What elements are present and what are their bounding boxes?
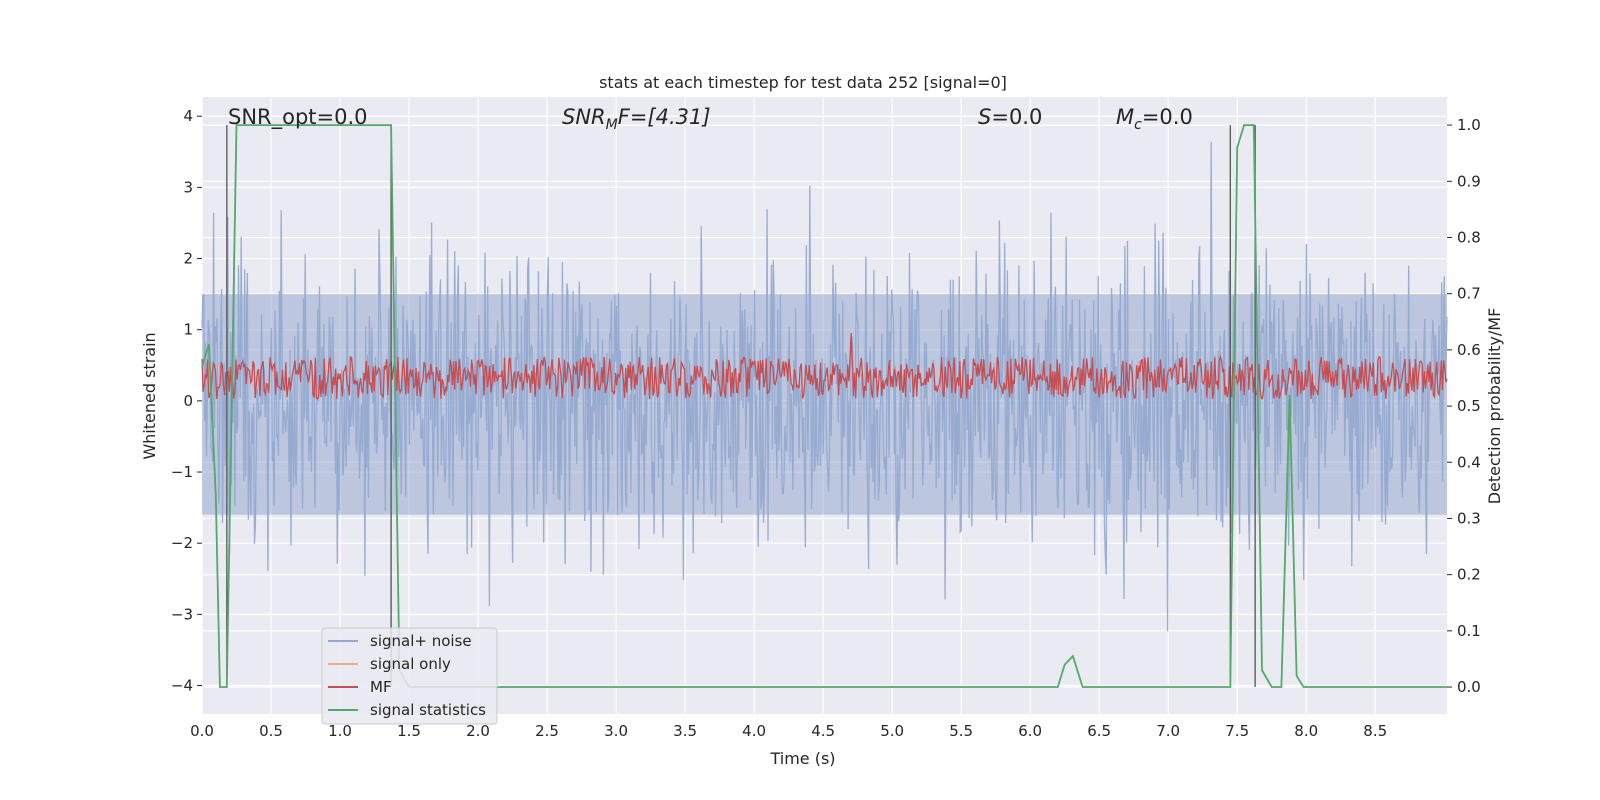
x-tick-label: 7.0 xyxy=(1156,722,1180,740)
x-tick-label: 0.0 xyxy=(190,722,214,740)
y-axis-label-left: Whitened strain xyxy=(140,332,159,459)
series-signal-statistics xyxy=(201,124,1447,688)
y-tick-label-right: 0.3 xyxy=(1457,509,1481,527)
series-line-signal-statistics xyxy=(201,124,1447,688)
legend-label-signal-statistics: signal statistics xyxy=(370,701,486,719)
x-tick-label: 3.0 xyxy=(604,722,628,740)
x-tick-label: 6.5 xyxy=(1087,722,1111,740)
x-tick-label: 1.0 xyxy=(328,722,352,740)
annotation-snr-opt: SNR_opt=0.0 xyxy=(228,105,368,130)
series-line-mf xyxy=(201,332,1448,400)
annotation-s-rest: =0.0 xyxy=(991,105,1042,129)
x-tick-label: 7.5 xyxy=(1225,722,1249,740)
y-tick-label-right: 0.9 xyxy=(1457,172,1481,190)
y-tick-label-right: 0.5 xyxy=(1457,397,1481,415)
y-tick-label-right: 1.0 xyxy=(1457,116,1481,134)
x-tick-label: 0.5 xyxy=(259,722,283,740)
x-tick-label: 2.5 xyxy=(535,722,559,740)
annotation-snr-mf-sub: M xyxy=(606,117,618,133)
x-tick-label: 6.0 xyxy=(1018,722,1042,740)
annotation-mc-base: M xyxy=(1116,105,1134,129)
x-tick-label: 2.0 xyxy=(466,722,490,740)
y-tick-label-right: 0.2 xyxy=(1457,566,1481,584)
x-tick-label: 8.5 xyxy=(1363,722,1387,740)
y-tick-label-right: 0.1 xyxy=(1457,622,1481,640)
annotation-snr-mf-rest: F=[4.31] xyxy=(618,105,711,129)
annotation-snr-mf-base: SNR xyxy=(562,105,606,129)
y-tick-label-left: 3 xyxy=(183,178,193,196)
series-signal-noise xyxy=(201,141,1448,632)
x-tick-label: 8.0 xyxy=(1294,722,1318,740)
annotation-mc-rest: =0.0 xyxy=(1142,105,1193,129)
y-tick-label-left: −1 xyxy=(171,463,193,481)
y-tick-label-left: 4 xyxy=(183,107,193,125)
x-tick-label: 5.5 xyxy=(949,722,973,740)
legend-box xyxy=(321,627,498,725)
y-tick-label-left: 2 xyxy=(183,250,193,268)
series-mf xyxy=(201,332,1448,400)
legend-label-signal-noise: signal+ noise xyxy=(370,632,472,650)
y-tick-label-left: −4 xyxy=(171,677,193,695)
annotation-mc-sub: c xyxy=(1134,117,1142,133)
y-axis-label-right: Detection probability/MF xyxy=(1485,308,1504,505)
x-tick-label: 3.5 xyxy=(673,722,697,740)
signal-noise-band xyxy=(202,294,1447,515)
y-tick-label-right: 0.7 xyxy=(1457,285,1481,303)
chart-title: stats at each timestep for test data 252… xyxy=(599,73,1007,92)
y-tick-label-left: −2 xyxy=(171,534,193,552)
annotation-s-base: S xyxy=(978,105,991,129)
x-tick-label: 4.5 xyxy=(811,722,835,740)
legend-label-signal-only: signal only xyxy=(370,655,451,673)
y-tick-label-right: 0.8 xyxy=(1457,228,1481,246)
x-tick-label: 1.5 xyxy=(397,722,421,740)
legend-label-mf: MF xyxy=(370,678,392,696)
y-tick-label-left: 1 xyxy=(183,321,193,339)
y-tick-label-right: 0.6 xyxy=(1457,341,1481,359)
annotation-snr-mf: SNRMF=[4.31] xyxy=(562,105,711,133)
y-tick-label-left: 0 xyxy=(183,392,193,410)
y-tick-label-left: −3 xyxy=(171,605,193,623)
y-tick-label-right: 0.4 xyxy=(1457,453,1481,471)
legend: signal+ noise signal only MF signal stat… xyxy=(321,627,498,725)
y-tick-label-right: 0.0 xyxy=(1457,678,1481,696)
x-tick-label: 5.0 xyxy=(880,722,904,740)
annotation-s: S=0.0 xyxy=(978,105,1042,129)
annotation-mc: Mc=0.0 xyxy=(1116,105,1193,133)
x-tick-label: 4.0 xyxy=(742,722,766,740)
x-axis-label: Time (s) xyxy=(769,749,835,768)
axis-ticks: 0.0 0.5 1.0 1.5 2.0 2.5 3.0 3.5 4.0 4.5 5.0 5.5 6.0 6… xyxy=(171,107,1481,740)
